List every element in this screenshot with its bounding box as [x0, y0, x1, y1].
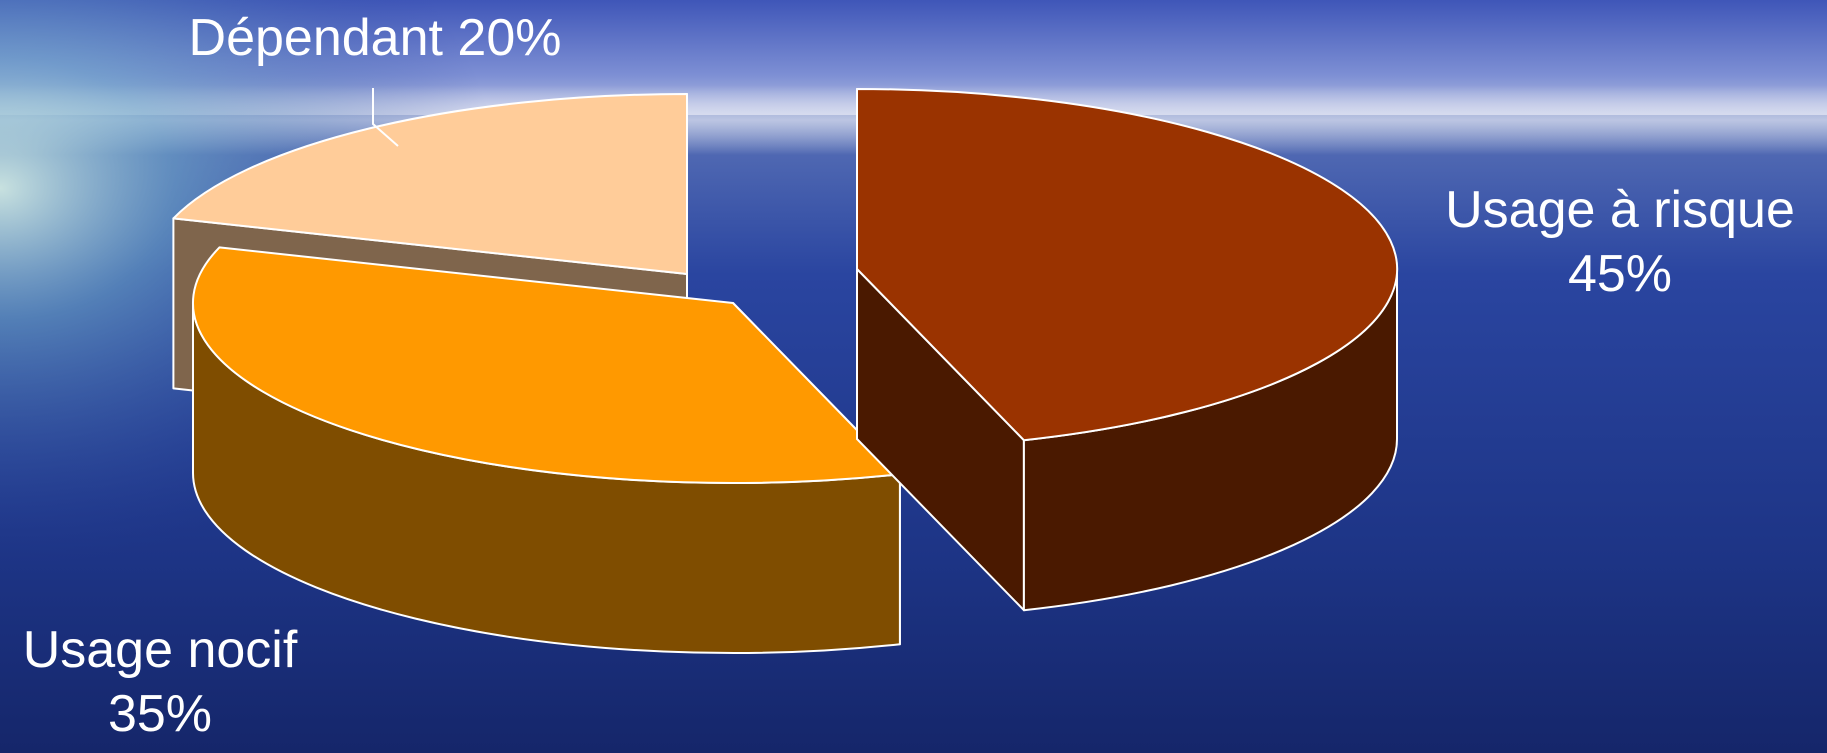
label-dependant: Dépendant 20% — [160, 6, 590, 70]
label-dependant-name: Dépendant 20% — [160, 6, 590, 70]
pie-slice-usage-risque — [857, 89, 1397, 610]
pie-slice-usage-nocif — [193, 247, 900, 653]
label-usage-nocif-value: 35% — [0, 682, 320, 746]
label-usage-a-risque-value: 45% — [1420, 242, 1820, 306]
label-usage-nocif: Usage nocif 35% — [0, 618, 320, 746]
label-usage-nocif-name: Usage nocif — [0, 618, 320, 682]
label-usage-a-risque: Usage à risque 45% — [1420, 178, 1820, 306]
label-usage-a-risque-name: Usage à risque — [1420, 178, 1820, 242]
